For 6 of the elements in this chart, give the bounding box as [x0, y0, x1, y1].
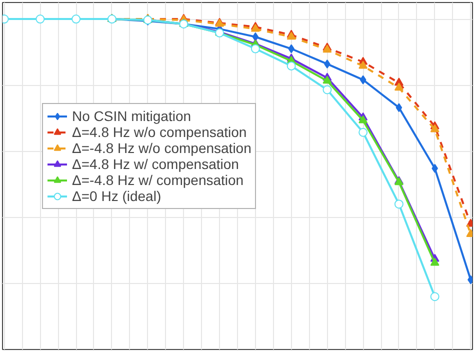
- legend-label: No CSIN mitigation: [72, 108, 192, 124]
- legend-label: Δ=-4.8 Hz w/o compensation: [72, 140, 252, 156]
- legend-label: Δ=4.8 Hz w/o compensation: [72, 124, 247, 140]
- legend-label: Δ=4.8 Hz w/ compensation: [72, 156, 239, 172]
- legend-label: Δ=0 Hz (ideal): [72, 188, 162, 204]
- legend-label: Δ=-4.8 Hz w/ compensation: [72, 172, 244, 188]
